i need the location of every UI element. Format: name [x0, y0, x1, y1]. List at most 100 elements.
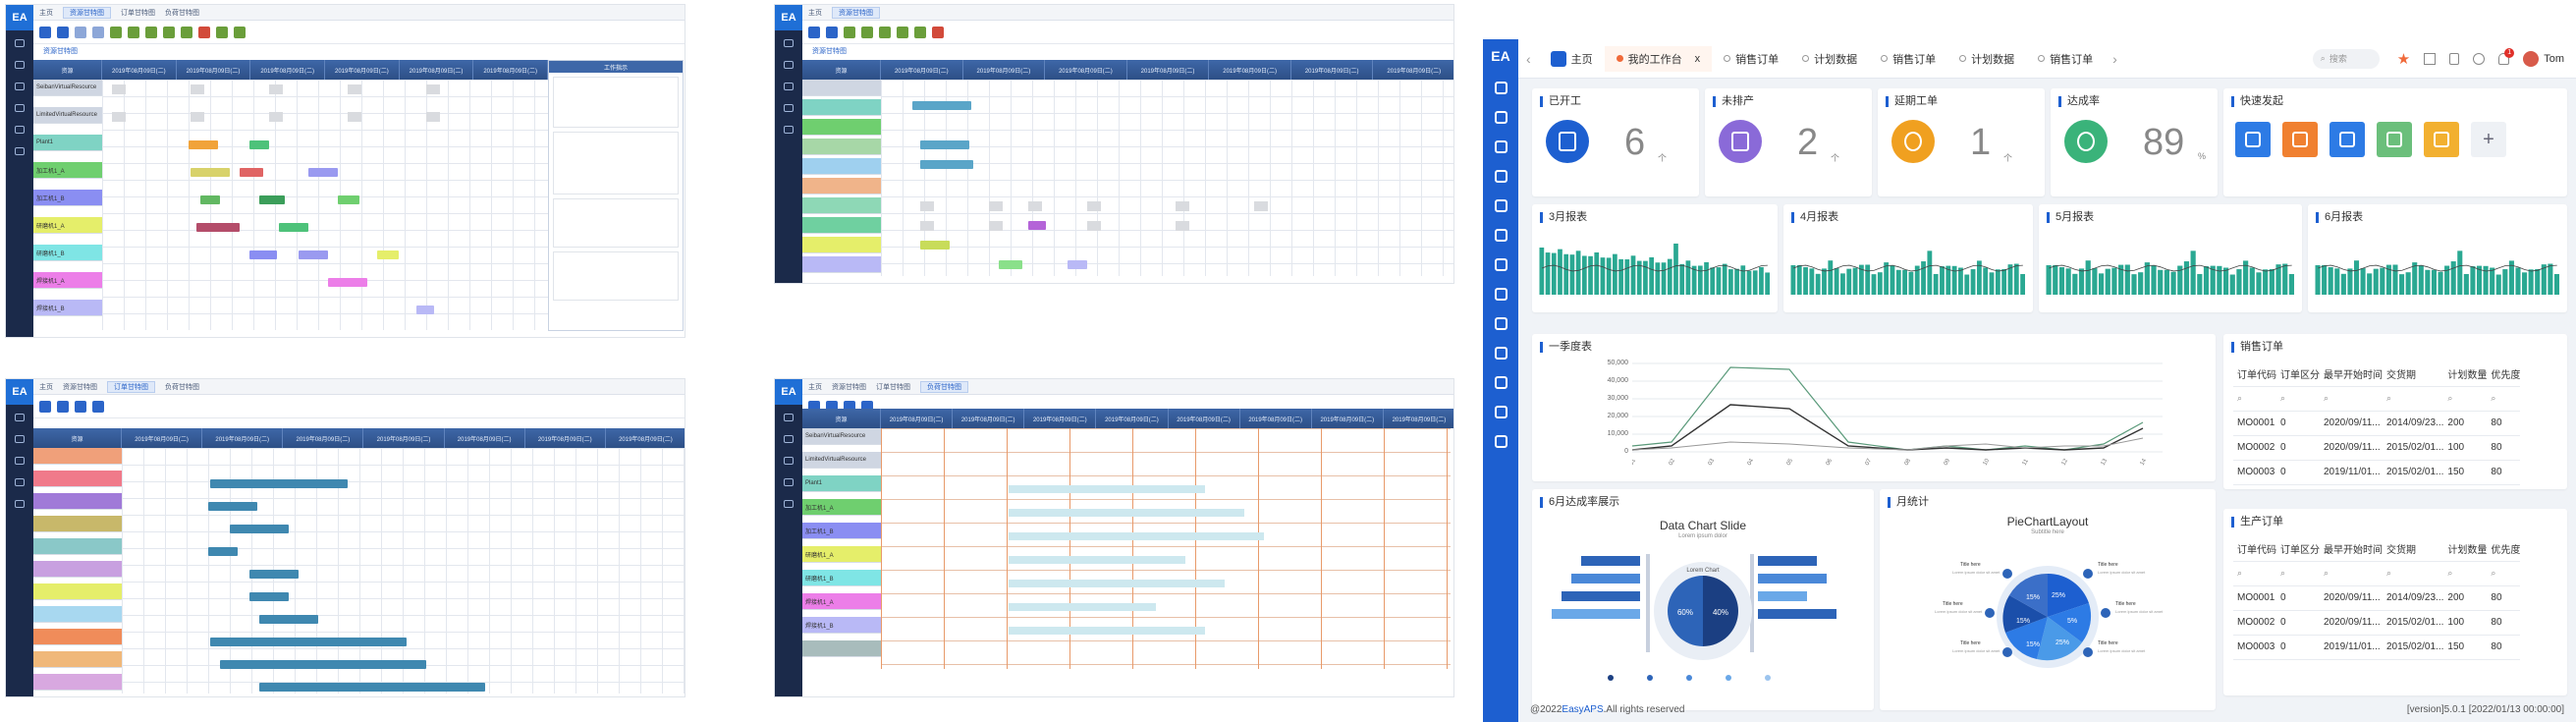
task-bar[interactable] [308, 168, 338, 177]
task-bar[interactable] [249, 250, 277, 259]
star-icon[interactable]: ★ [2396, 50, 2411, 68]
resource-row[interactable] [33, 651, 122, 668]
sidebar-item[interactable] [775, 473, 802, 491]
filter-icon[interactable]: ⌕ [2276, 561, 2320, 586]
toolbar-button[interactable] [181, 26, 192, 38]
toolbar-button[interactable] [861, 26, 873, 38]
gantt-grid[interactable] [881, 80, 1453, 276]
toolbar-button[interactable] [163, 26, 175, 38]
task-bar[interactable] [259, 615, 318, 624]
resource-row[interactable] [802, 237, 881, 253]
task-bar[interactable] [999, 260, 1022, 269]
tab-resource-gantt[interactable]: 资源甘特图 [63, 6, 111, 19]
filter-icon[interactable]: ⌕ [2233, 386, 2276, 412]
toolbar-button[interactable] [128, 26, 139, 38]
table-row[interactable]: MO0003 0 2019/11/01... 2015/02/01... 150 80 [2233, 460, 2521, 485]
sidebar-item[interactable] [6, 34, 33, 52]
sidebar-item[interactable] [775, 495, 802, 513]
tab-home[interactable]: 主页 [39, 383, 53, 391]
resource-row[interactable]: LimitedVirtualResource [802, 452, 881, 469]
chevron-right-icon[interactable]: › [2112, 50, 2117, 67]
resource-row[interactable] [33, 448, 122, 465]
user-icon[interactable] [1483, 250, 1518, 279]
settings-icon[interactable] [2473, 52, 2486, 65]
toolbar-button[interactable] [897, 26, 908, 38]
sidebar-item[interactable] [6, 409, 33, 426]
sidebar-item[interactable] [6, 121, 33, 139]
phone-icon[interactable] [1483, 367, 1518, 397]
tab-plan-data[interactable]: 计划数据 [1947, 46, 2026, 72]
resource-row[interactable]: 加工机1_B [33, 190, 102, 206]
tab-resource-gantt[interactable]: 资源甘特图 [63, 383, 97, 391]
task-bar[interactable] [240, 168, 263, 177]
sidebar-item[interactable] [775, 452, 802, 470]
tab-home[interactable]: 主页 [1539, 46, 1605, 72]
contact-icon[interactable] [2377, 122, 2412, 157]
chart-icon[interactable] [1483, 338, 1518, 367]
resource-row[interactable] [33, 583, 122, 600]
filter-icon[interactable]: ⌕ [2443, 386, 2488, 412]
resource-row[interactable]: LimitedVirtualResource [33, 107, 102, 124]
resource-row[interactable]: 焊接机1_A [802, 593, 881, 610]
table-row[interactable]: MO0002 0 2020/09/11... 2015/02/01... 100 80 [2233, 435, 2521, 461]
resource-row[interactable] [802, 178, 881, 194]
toolbar-button[interactable] [826, 26, 838, 38]
cloud-icon[interactable] [1483, 426, 1518, 456]
filter-icon[interactable]: ⌕ [2320, 386, 2383, 412]
task-bar[interactable] [259, 195, 285, 204]
tab-sales-order[interactable]: 销售订单 [1869, 46, 1947, 72]
filter-icon[interactable]: ⌕ [2233, 561, 2276, 586]
filter-icon[interactable]: ⌕ [2276, 386, 2320, 412]
resource-row[interactable]: Plant1 [802, 475, 881, 492]
resource-row[interactable]: SeibanVirtualResource [802, 428, 881, 445]
task-bar[interactable] [208, 502, 257, 511]
clipboard-icon[interactable] [2329, 122, 2365, 157]
box-icon[interactable] [1483, 279, 1518, 308]
avatar[interactable] [2523, 50, 2540, 67]
toolbar-button[interactable] [914, 26, 926, 38]
tab-load-gantt[interactable]: 负荷甘特图 [165, 383, 199, 391]
task-bar[interactable] [920, 140, 969, 149]
sidebar-item[interactable] [775, 34, 802, 52]
resource-row[interactable]: 加工机1_A [33, 162, 102, 179]
menu-icon[interactable] [1483, 73, 1518, 102]
tab-resource-gantt[interactable]: 资源甘特图 [832, 6, 880, 19]
toolbar-button[interactable] [110, 26, 122, 38]
close-icon[interactable]: x [1694, 52, 1701, 65]
task-bar[interactable] [279, 223, 308, 232]
sidebar-item[interactable] [775, 430, 802, 448]
resource-row[interactable] [802, 256, 881, 273]
sidebar-item[interactable] [775, 78, 802, 95]
lock-icon[interactable] [2449, 52, 2460, 65]
tab-plan-data[interactable]: 计划数据 [1790, 46, 1869, 72]
resource-row[interactable] [802, 80, 881, 96]
task-bar[interactable] [377, 250, 399, 259]
task-bar[interactable] [249, 570, 299, 579]
task-bar[interactable] [230, 525, 289, 533]
toolbar-button[interactable] [198, 26, 210, 38]
resource-row[interactable] [33, 561, 122, 578]
table-row[interactable]: MO0001 0 2020/09/11... 2014/09/23... 200 80 [2233, 411, 2521, 436]
resource-row[interactable] [33, 538, 122, 555]
resource-row[interactable]: 研磨机1_A [33, 217, 102, 234]
resource-row[interactable]: 研磨机1_B [802, 570, 881, 586]
task-bar[interactable] [189, 140, 218, 149]
filter-icon[interactable]: ⌕ [2383, 561, 2444, 586]
task-bar[interactable] [210, 638, 407, 646]
filter-icon[interactable]: ⌕ [2443, 561, 2488, 586]
resource-row[interactable]: 研磨机1_A [802, 546, 881, 563]
toolbar-button[interactable] [234, 26, 246, 38]
user-name[interactable]: Tom [2544, 52, 2564, 65]
resource-row[interactable]: 焊接机1_B [33, 300, 102, 316]
toolbar-button[interactable] [92, 26, 104, 38]
tab-home[interactable]: 主页 [808, 383, 822, 391]
load-grid[interactable] [881, 428, 1451, 669]
toolbar-button[interactable] [145, 26, 157, 38]
task-bar[interactable] [200, 195, 220, 204]
sidebar-item[interactable] [6, 142, 33, 160]
resource-row[interactable]: Plant1 [33, 135, 102, 151]
toolbar-button[interactable] [808, 26, 820, 38]
toolbar-button[interactable] [39, 26, 51, 38]
resource-row[interactable] [33, 629, 122, 645]
resource-row[interactable]: 研磨机1_B [33, 245, 102, 261]
